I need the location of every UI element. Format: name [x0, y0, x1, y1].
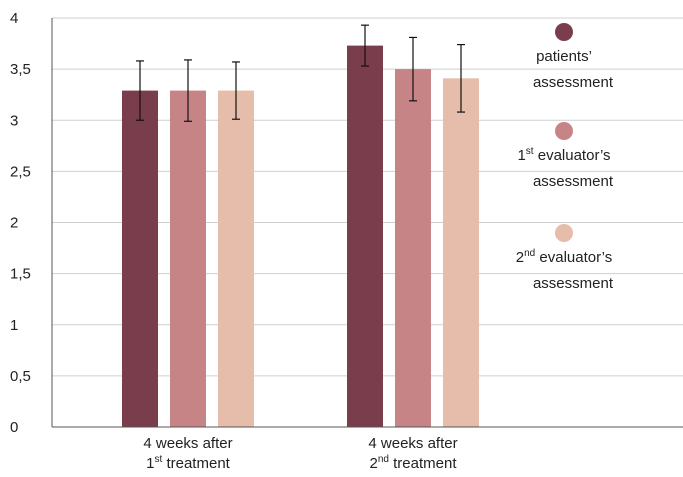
y-tick-label: 3 [10, 112, 18, 129]
y-tick-label: 2 [10, 215, 18, 232]
legend-label-line2: assessment [533, 74, 614, 91]
legend-ordinal: 2 [516, 249, 524, 266]
legend-label-line1: patients’ [536, 48, 592, 65]
bar [347, 45, 383, 428]
axes: 0 0,5 1 1,5 2 2,5 3 3,5 4 [10, 10, 683, 436]
category-ordinal-suffix: nd [378, 454, 389, 465]
category-label-text: treatment [162, 455, 230, 472]
y-tick-label: 3,5 [10, 61, 31, 78]
category-label-line2: 1st treatment [146, 454, 230, 472]
y-tick-label: 0 [10, 419, 18, 436]
legend: patients’ assessment 1st evaluator’s assess… [516, 23, 614, 292]
y-tick-label: 1,5 [10, 266, 31, 283]
bar [395, 69, 431, 427]
category-label-text: treatment [389, 455, 457, 472]
legend-label-line1: 1st evaluator’s [517, 146, 610, 164]
error-bars [136, 24, 465, 122]
category-ordinal-suffix: st [155, 454, 163, 465]
legend-label-line2: assessment [533, 173, 614, 190]
legend-marker [555, 23, 573, 41]
category-ordinal: 1 [146, 455, 154, 472]
legend-marker [555, 122, 573, 140]
legend-marker [555, 224, 573, 242]
category-labels: 4 weeks after 1st treatment 4 weeks after 2… [143, 435, 457, 472]
bars [122, 45, 479, 428]
legend-label-line1: 2nd evaluator’s [516, 248, 612, 266]
legend-label-text: evaluator’s [534, 147, 611, 164]
y-tick-label: 0,5 [10, 368, 31, 385]
category-ordinal: 2 [370, 455, 378, 472]
legend-ordinal: 1 [517, 147, 525, 164]
legend-label-text: evaluator’s [535, 249, 612, 266]
legend-label-line2: assessment [533, 275, 614, 292]
category-label-line1: 4 weeks after [143, 435, 232, 452]
y-tick-label: 4 [10, 10, 18, 27]
category-label-line2: 2nd treatment [370, 454, 458, 472]
legend-ordinal-suffix: nd [524, 248, 535, 259]
category-label-line1: 4 weeks after [368, 435, 457, 452]
legend-ordinal-suffix: st [526, 146, 534, 157]
bar [170, 90, 206, 427]
bar [443, 78, 479, 427]
bar [218, 90, 254, 427]
bar [122, 90, 158, 427]
y-tick-label: 2,5 [10, 163, 31, 180]
y-tick-label: 1 [10, 317, 18, 334]
